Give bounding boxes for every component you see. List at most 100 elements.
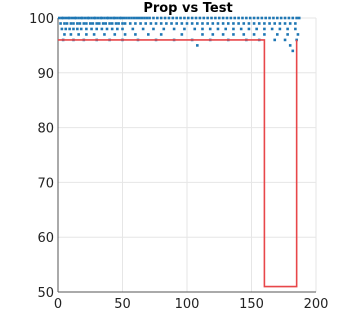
data-point (94, 16, 97, 20)
data-point (263, 22, 266, 25)
data-point (201, 33, 204, 36)
data-point (72, 27, 75, 31)
data-point (186, 16, 190, 20)
data-point (276, 16, 279, 20)
data-point (63, 22, 66, 25)
data-point (242, 33, 246, 36)
data-point (85, 27, 88, 31)
data-point (208, 27, 212, 31)
data-point (123, 33, 127, 36)
data-point (273, 38, 277, 42)
data-point (221, 33, 225, 36)
data-point (216, 22, 220, 25)
data-point (239, 27, 243, 31)
data-point (116, 16, 119, 20)
y-tick-labels: 50 60 70 80 90 100 (29, 12, 54, 301)
data-point (237, 16, 240, 20)
data-point (125, 16, 128, 20)
data-point (113, 16, 117, 20)
data-point (180, 22, 184, 25)
data-point (88, 22, 92, 25)
series-line (58, 39, 298, 288)
data-point (179, 16, 182, 20)
data-point (241, 16, 244, 20)
data-point (276, 33, 279, 36)
data-point (294, 27, 297, 31)
data-point (143, 16, 146, 20)
data-point (252, 33, 256, 36)
data-point (59, 22, 62, 25)
data-point (92, 33, 96, 36)
data-point (83, 16, 87, 20)
data-point (127, 16, 131, 20)
data-point (81, 16, 84, 20)
data-point (95, 22, 98, 25)
data-point (256, 16, 260, 20)
data-point (232, 33, 235, 36)
data-point (297, 16, 301, 20)
data-point (159, 33, 163, 36)
data-point (268, 16, 271, 20)
data-point (294, 22, 297, 25)
data-point (221, 22, 225, 25)
data-point (248, 16, 252, 20)
data-point (139, 22, 142, 25)
data-point (224, 27, 227, 31)
x-tick-label: 50 (114, 297, 131, 312)
data-point (263, 27, 266, 31)
data-point (156, 16, 159, 20)
y-tick-label: 90 (37, 67, 54, 82)
data-point (119, 16, 123, 20)
data-point (147, 33, 150, 36)
data-point (202, 16, 206, 20)
data-point (221, 16, 225, 20)
y-tick-label: 50 (37, 286, 54, 301)
data-point (82, 22, 86, 25)
data-point (257, 22, 261, 25)
data-point (78, 22, 82, 25)
data-point (291, 16, 295, 20)
data-point (79, 27, 83, 31)
data-point (154, 22, 158, 25)
data-point (260, 16, 264, 20)
data-point (193, 27, 197, 31)
data-point (183, 27, 186, 31)
data-point (185, 22, 189, 25)
data-point (247, 22, 251, 25)
data-point (87, 16, 91, 20)
data-point (114, 22, 118, 25)
data-point (100, 27, 104, 31)
data-point (211, 33, 215, 36)
data-point (283, 16, 287, 20)
data-point (149, 22, 153, 25)
data-point (295, 16, 298, 20)
data-point (110, 22, 114, 25)
data-point (211, 22, 215, 25)
data-point (77, 16, 80, 20)
data-point (74, 16, 78, 20)
data-point (69, 33, 73, 36)
data-point (64, 16, 68, 20)
data-point (159, 16, 163, 20)
data-point (216, 27, 220, 31)
data-point (132, 16, 136, 20)
x-tick-label: 100 (175, 297, 200, 312)
data-point (288, 44, 292, 47)
data-point (286, 33, 289, 36)
data-point (121, 22, 124, 25)
data-point (270, 27, 274, 31)
data-point (175, 16, 178, 20)
data-point (110, 27, 114, 31)
data-point (91, 22, 95, 25)
data-point (134, 22, 137, 25)
data-point (101, 22, 105, 25)
data-point (105, 27, 109, 31)
y-tick-label: 100 (29, 12, 54, 27)
data-point (190, 16, 194, 20)
data-point (229, 16, 233, 20)
data-point (96, 16, 100, 20)
data-point (255, 27, 258, 31)
data-point (134, 33, 137, 36)
data-point (100, 16, 104, 20)
